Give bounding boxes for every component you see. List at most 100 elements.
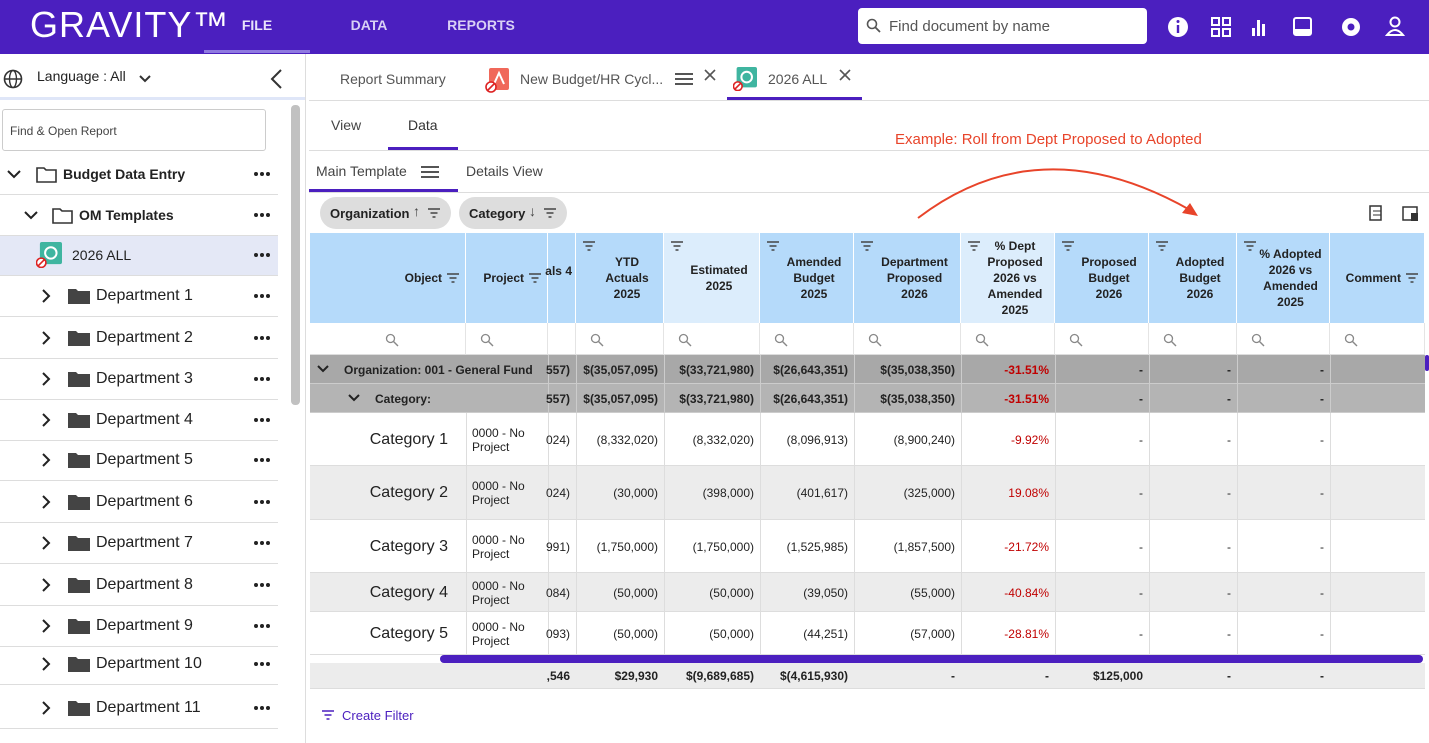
tab-menu[interactable] <box>674 72 694 86</box>
header-cell[interactable] <box>1237 233 1330 323</box>
expand-chevron[interactable] <box>40 619 52 633</box>
header-cell[interactable] <box>854 233 961 323</box>
toolbar-icons[interactable] <box>1166 14 1416 40</box>
tab[interactable]: 2026 ALL <box>768 71 828 87</box>
filter-icon[interactable] <box>582 240 596 252</box>
nav-item[interactable]: DATA <box>350 17 388 33</box>
column-header[interactable]: Object <box>404 271 442 285</box>
column-search-icon[interactable] <box>975 333 989 347</box>
column-header[interactable]: Amended Budget 2025 <box>786 255 842 301</box>
tree-item[interactable]: Department 6 <box>96 493 193 510</box>
expand-chevron[interactable] <box>7 168 21 180</box>
filter-icon[interactable] <box>967 240 981 252</box>
expand-chevron[interactable] <box>40 578 52 592</box>
column-search-icon[interactable] <box>1069 333 1083 347</box>
expand-chevron[interactable] <box>40 657 52 671</box>
group-chip-label[interactable]: Category <box>469 206 526 221</box>
header-cell[interactable] <box>664 233 760 323</box>
close-tab[interactable] <box>839 69 851 81</box>
filter-icon[interactable] <box>446 272 460 284</box>
filter-icon[interactable] <box>1061 240 1075 252</box>
column-search-icon[interactable] <box>385 333 399 347</box>
expand-chevron[interactable] <box>40 495 52 509</box>
group-row[interactable] <box>310 384 1425 413</box>
more-menu[interactable] <box>253 457 271 463</box>
more-menu[interactable] <box>253 417 271 423</box>
template-menu[interactable] <box>420 165 440 179</box>
search-box[interactable] <box>858 8 1147 44</box>
more-menu[interactable] <box>253 212 271 218</box>
tree-item[interactable]: Department 8 <box>96 576 193 593</box>
table-actions[interactable] <box>1367 204 1423 224</box>
tree-item[interactable]: Budget Data Entry <box>63 166 186 182</box>
header-cell[interactable] <box>760 233 854 323</box>
template-tab[interactable]: Main Template <box>316 163 407 179</box>
data-row[interactable] <box>310 413 1425 466</box>
table-vscroll[interactable] <box>1425 355 1429 371</box>
logo[interactable]: GRAVITY™ <box>30 4 230 45</box>
expand-chevron[interactable] <box>40 413 52 427</box>
column-search-icon[interactable] <box>1251 333 1265 347</box>
data-row[interactable] <box>310 612 1425 655</box>
search-placeholder[interactable]: Find document by name <box>889 18 1050 35</box>
filter-icon[interactable] <box>1243 240 1257 252</box>
report-search-placeholder[interactable]: Find & Open Report <box>10 124 117 138</box>
sidebar-scrollbar[interactable] <box>291 105 300 405</box>
filter-icon[interactable] <box>766 240 780 252</box>
header-cell[interactable] <box>961 233 1055 323</box>
collapse-chevron[interactable] <box>317 364 329 374</box>
tree-item[interactable]: Department 3 <box>96 370 193 387</box>
view-tab[interactable]: View <box>331 117 362 133</box>
column-header[interactable]: Adopted Budget 2026 <box>1175 255 1225 301</box>
header-cell[interactable] <box>1149 233 1237 323</box>
create-filter[interactable]: Create Filter <box>342 708 414 723</box>
column-search-icon[interactable] <box>1344 333 1358 347</box>
column-header[interactable]: YTD Actuals 2025 <box>605 255 649 301</box>
more-menu[interactable] <box>253 582 271 588</box>
more-menu[interactable] <box>253 705 271 711</box>
create-filter-icon[interactable] <box>321 709 335 721</box>
sort-arrow[interactable]: ↓ <box>529 203 536 219</box>
tree-item[interactable]: Department 4 <box>96 411 193 428</box>
tree-item[interactable]: Department 11 <box>96 699 201 716</box>
tree-item[interactable]: Department 10 <box>96 655 202 672</box>
more-menu[interactable] <box>253 376 271 382</box>
expand-chevron[interactable] <box>40 331 52 345</box>
group-row[interactable] <box>310 355 1425 384</box>
tree-item[interactable]: Department 2 <box>96 329 193 346</box>
nav-item[interactable]: REPORTS <box>447 17 515 33</box>
more-menu[interactable] <box>253 540 271 546</box>
column-search-icon[interactable] <box>868 333 882 347</box>
tree-item[interactable]: Department 5 <box>96 451 193 468</box>
header-cell[interactable] <box>576 233 664 323</box>
header-cell[interactable] <box>310 233 466 323</box>
report-search[interactable] <box>2 109 266 151</box>
collapse-chevron[interactable] <box>348 393 360 403</box>
close-tab[interactable] <box>704 69 716 81</box>
filter-icon[interactable] <box>1155 240 1169 252</box>
column-header[interactable]: % Dept Proposed 2026 vs Amended 2025 <box>987 239 1043 317</box>
tab[interactable]: Report Summary <box>340 71 446 87</box>
sort-arrow[interactable]: ↑ <box>413 203 420 219</box>
expand-chevron[interactable] <box>40 453 52 467</box>
nav-item[interactable]: FILE <box>241 17 273 33</box>
column-search-icon[interactable] <box>480 333 494 347</box>
filter-icon[interactable] <box>670 240 684 252</box>
view-tab[interactable]: Data <box>408 117 438 133</box>
table-hscroll[interactable] <box>440 655 1423 663</box>
group-chip-label[interactable]: Organization <box>330 206 410 221</box>
more-menu[interactable] <box>253 499 271 505</box>
language-selector[interactable]: Language : All <box>37 68 126 84</box>
column-header[interactable]: Estimated 2025 <box>690 263 748 293</box>
expand-chevron[interactable] <box>40 289 52 303</box>
more-menu[interactable] <box>253 335 271 341</box>
column-header[interactable]: als 4 <box>545 264 572 278</box>
more-menu[interactable] <box>253 252 271 258</box>
more-menu[interactable] <box>253 661 271 667</box>
expand-chevron[interactable] <box>40 701 52 715</box>
filter-icon[interactable] <box>1405 272 1419 284</box>
column-header[interactable]: % Adopted 2026 vs Amended 2025 <box>1259 247 1322 309</box>
column-search-icon[interactable] <box>1163 333 1177 347</box>
more-menu[interactable] <box>253 293 271 299</box>
filter-icon[interactable] <box>860 240 874 252</box>
